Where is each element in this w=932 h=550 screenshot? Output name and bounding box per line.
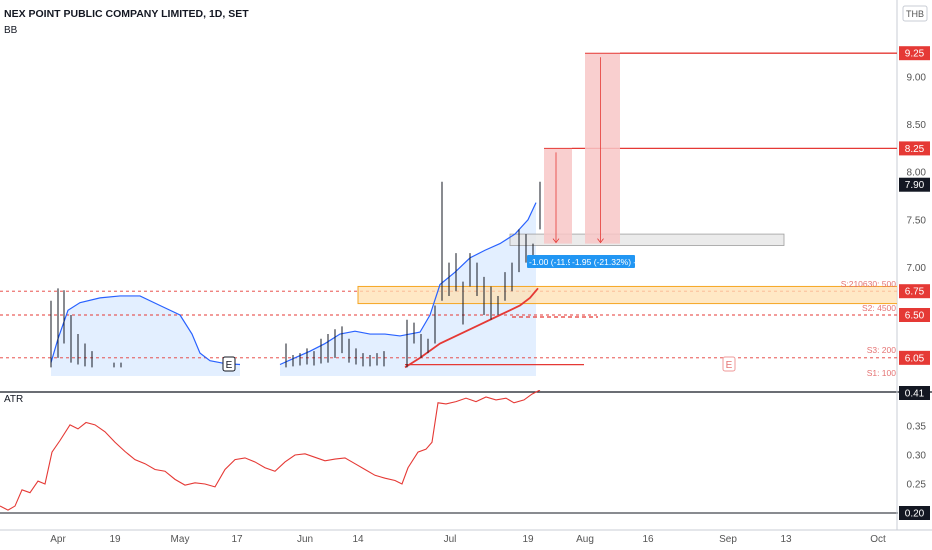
- bb-fill-area: [280, 202, 536, 376]
- symbol-title: NEX POINT PUBLIC COMPANY LIMITED, 1D, SE…: [4, 8, 249, 20]
- target-arrow-head: [597, 238, 604, 244]
- currency-badge-box: [902, 5, 928, 22]
- last-price-badge-label: 7.90: [905, 180, 925, 191]
- atr-plot-area: [0, 390, 541, 511]
- bb-fill-area: [51, 295, 240, 376]
- price-level-badge-bg: [899, 308, 930, 322]
- price-axis-tick-label: 7.00: [907, 263, 927, 274]
- price-level-badge-bg: [899, 141, 930, 156]
- atr-line: [0, 390, 541, 511]
- level-note: S1: 100: [867, 368, 897, 378]
- resistance-zone: [357, 285, 897, 305]
- measure-badge-bg: [570, 255, 635, 268]
- time-axis-tick-label: 14: [352, 534, 364, 545]
- earnings-marker-box: [722, 356, 736, 372]
- measure-badge-label: -1.95 (-21.32%) -39: [572, 257, 646, 267]
- price-axis-tick-label: 7.50: [907, 215, 927, 226]
- time-axis-tick-label: Sep: [719, 534, 737, 545]
- price-axis-tick-label: 8.50: [907, 120, 927, 131]
- time-axis-tick-label: 13: [780, 534, 792, 545]
- price-axis-tick-label: 8.00: [907, 168, 927, 179]
- time-axis-tick-label: 16: [642, 534, 654, 545]
- atr-axis-tick-label: 0.30: [907, 451, 927, 462]
- last-price-badge-bg: [899, 177, 930, 192]
- target-arrow-head: [552, 238, 560, 244]
- time-axis-tick-label: May: [171, 534, 190, 545]
- level-note: S3: 200: [867, 345, 897, 355]
- time-axis-tick-label: Jul: [444, 534, 457, 545]
- price-level-badge-label: 6.05: [905, 353, 925, 364]
- price-level-badge-label: 9.25: [905, 49, 925, 60]
- time-axis-tick-label: Aug: [576, 534, 594, 545]
- target-projection-box: [544, 148, 572, 244]
- earnings-marker-label: E: [726, 360, 733, 371]
- currency-badge[interactable]: THB: [902, 5, 928, 22]
- price-level-badge-bg: [899, 46, 930, 61]
- measure-badge: -1.00 (-11.91: [527, 255, 577, 268]
- atr-axis-tick-label: 0.25: [907, 480, 927, 491]
- time-axis-tick-label: Jun: [297, 534, 313, 545]
- atr-value-badge-bg: [899, 506, 930, 520]
- indicator-label: BB: [4, 25, 18, 36]
- time-axis-tick-label: Apr: [50, 534, 66, 545]
- consolidation-zone: [509, 233, 785, 246]
- earnings-marker-label: E: [226, 360, 233, 371]
- price-level-badge-label: 6.50: [905, 311, 925, 322]
- atr-panel-label: ATR: [4, 394, 23, 405]
- moving-average-line: [404, 287, 539, 369]
- atr-axis-tick-label: 0.35: [907, 422, 927, 433]
- level-note: S:210630: 500: [841, 279, 897, 289]
- bb-basis-line: [279, 202, 537, 366]
- time-axis-tick-label: 19: [522, 534, 534, 545]
- earnings-marker-box: [222, 356, 236, 372]
- price-level-badge-label: 6.75: [905, 287, 925, 298]
- currency-badge-label: THB: [906, 9, 924, 19]
- time-axis-tick-label: Oct: [870, 534, 886, 545]
- bb-basis-line: [50, 295, 241, 366]
- measure-badge: -1.95 (-21.32%) -39: [570, 255, 646, 268]
- earnings-marker[interactable]: E: [222, 356, 236, 372]
- atr-value-badge-label: 0.41: [905, 389, 925, 400]
- price-level-badge-label: 8.25: [905, 144, 925, 155]
- atr-value-badge-bg: [899, 386, 930, 400]
- time-axis-tick-label: 17: [231, 534, 243, 545]
- atr-value-badge-label: 0.20: [905, 509, 925, 520]
- earnings-marker[interactable]: E: [722, 356, 736, 372]
- measure-badge-bg: [527, 255, 571, 268]
- price-plot-area: [0, 52, 897, 376]
- time-axis-tick-label: 19: [109, 534, 121, 545]
- measure-badge-label: -1.00 (-11.91: [529, 257, 577, 267]
- price-level-badge-bg: [899, 284, 930, 299]
- level-note: S2: 4500: [862, 303, 896, 313]
- target-projection-box: [585, 53, 620, 244]
- price-level-badge-bg: [899, 350, 930, 365]
- price-axis-tick-label: 9.00: [907, 73, 927, 84]
